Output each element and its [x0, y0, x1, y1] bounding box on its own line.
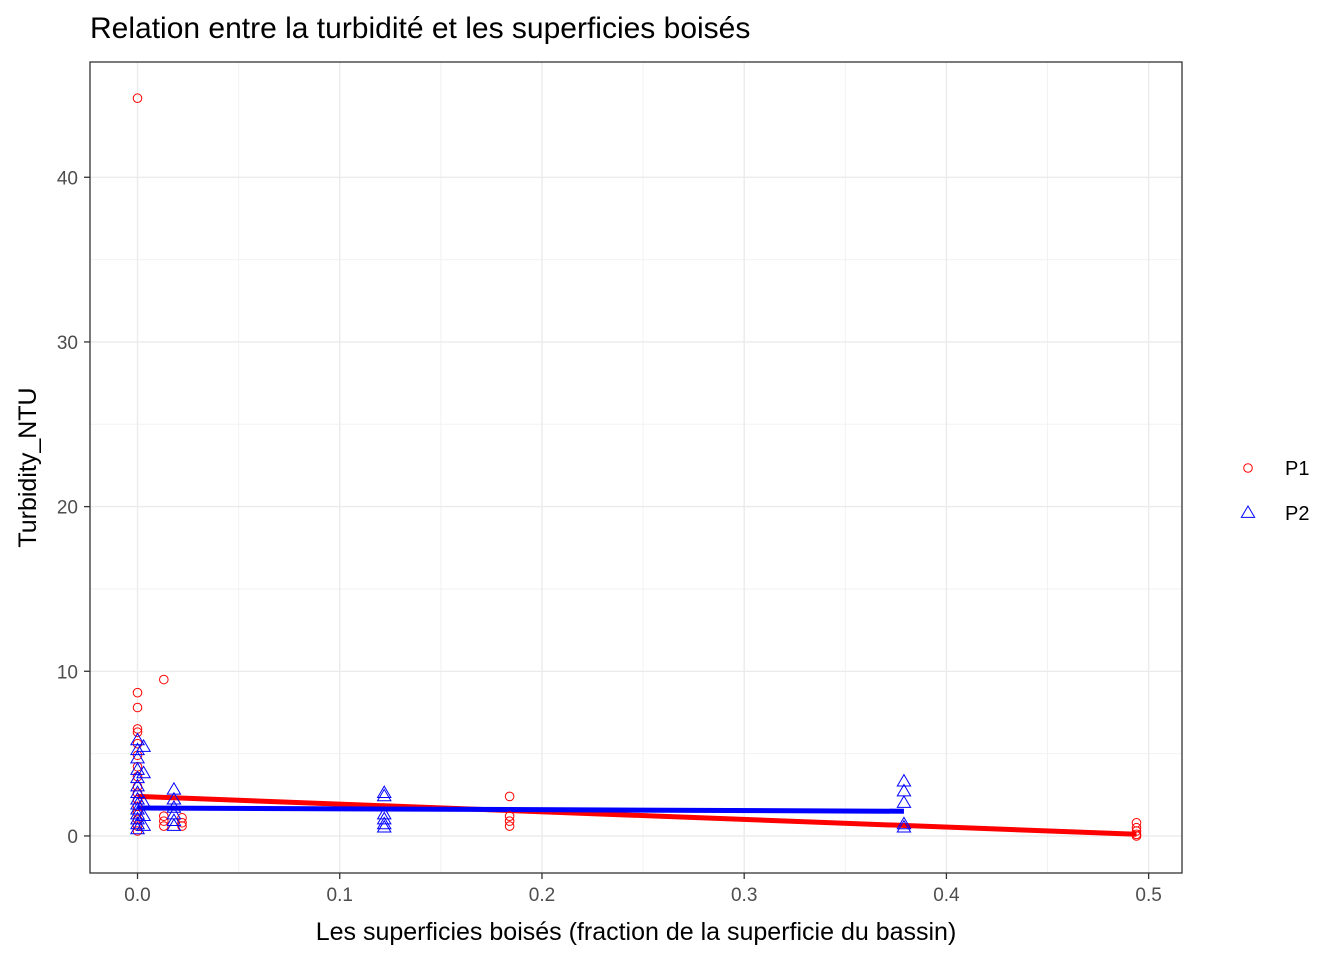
y-axis: 0 10 20 30 40 — [57, 168, 90, 848]
p1-point — [132, 702, 143, 713]
p2-point — [376, 785, 392, 798]
chart-title: Relation entre la turbidité et les super… — [90, 12, 751, 45]
legend-key-p2 — [1240, 505, 1256, 518]
legend-label: P2 — [1285, 503, 1309, 525]
p2-point — [376, 788, 392, 802]
p2-point — [129, 770, 146, 784]
p2-point — [136, 739, 152, 752]
legend-key-p1 — [1243, 463, 1253, 473]
p1-point — [159, 811, 169, 821]
p1-point — [177, 817, 187, 828]
p1-point — [1131, 817, 1142, 828]
p1-point — [132, 771, 143, 782]
p2-point — [166, 791, 182, 805]
y-tick-label: 10 — [57, 662, 78, 683]
y-tick-label: 20 — [57, 498, 78, 519]
p1-point — [132, 93, 143, 104]
x-tick-label: 0.5 — [1135, 885, 1161, 906]
x-axis: 0.0 0.1 0.2 0.3 0.4 0.5 — [124, 873, 1162, 906]
p2-point — [136, 795, 152, 808]
x-tick-label: 0.1 — [327, 885, 353, 906]
p1-point — [132, 727, 143, 738]
legend-label: P1 — [1285, 458, 1309, 480]
p2-point — [166, 818, 182, 831]
p2-point — [376, 816, 392, 830]
p2-point — [166, 799, 182, 813]
p2-point — [129, 742, 146, 756]
p2-point — [896, 795, 912, 808]
p2-fit-line — [137, 805, 904, 814]
p2-point — [896, 819, 912, 833]
p2-point — [376, 811, 392, 825]
p1-point — [159, 674, 169, 685]
x-tick-label: 0.3 — [731, 885, 757, 906]
data-points — [129, 93, 1142, 841]
p2-point — [376, 806, 392, 820]
p2-point — [129, 821, 146, 835]
p1-fit-line — [137, 793, 1137, 837]
p1-point — [177, 813, 187, 823]
x-tick-label: 0.0 — [124, 885, 150, 906]
p2-point — [136, 808, 152, 822]
x-tick-label: 0.4 — [933, 885, 960, 906]
x-axis-title: Les superficies boisés (fraction de la s… — [316, 918, 957, 946]
p2-point — [896, 773, 912, 787]
p1-point — [1131, 826, 1142, 836]
p1-point — [132, 826, 143, 836]
p1-point — [1131, 831, 1142, 841]
p2-point — [129, 801, 146, 815]
p2-point — [129, 732, 146, 746]
p2-point — [129, 796, 146, 810]
x-tick-label: 0.2 — [529, 885, 555, 906]
panel-border — [89, 61, 1183, 874]
grid-lines — [90, 62, 1182, 873]
p1-point — [159, 816, 169, 826]
p1-point — [132, 687, 143, 698]
p2-point — [129, 811, 146, 825]
fit-lines — [137, 793, 1137, 837]
p2-point — [136, 818, 152, 831]
legend: P1 P2 — [1240, 458, 1309, 525]
legend-item-p2: P2 — [1240, 503, 1309, 525]
p1-point — [159, 821, 169, 831]
p2-point — [166, 813, 182, 826]
y-tick-label: 40 — [57, 168, 78, 189]
p2-point — [136, 765, 152, 779]
p1-point — [504, 816, 515, 826]
p2-point — [129, 762, 146, 775]
p2-point — [896, 816, 912, 830]
p1-point — [504, 791, 515, 802]
p1-point — [504, 821, 515, 831]
p2-point — [166, 781, 182, 795]
y-tick-label: 0 — [67, 827, 78, 848]
legend-item-p1: P1 — [1243, 458, 1309, 480]
p1-point — [504, 811, 515, 821]
y-tick-label: 30 — [57, 333, 78, 354]
p2-point — [376, 819, 392, 833]
p2-point — [129, 791, 146, 805]
y-axis-title: Turbidity_NTU — [14, 387, 42, 547]
p2-point — [129, 778, 146, 792]
